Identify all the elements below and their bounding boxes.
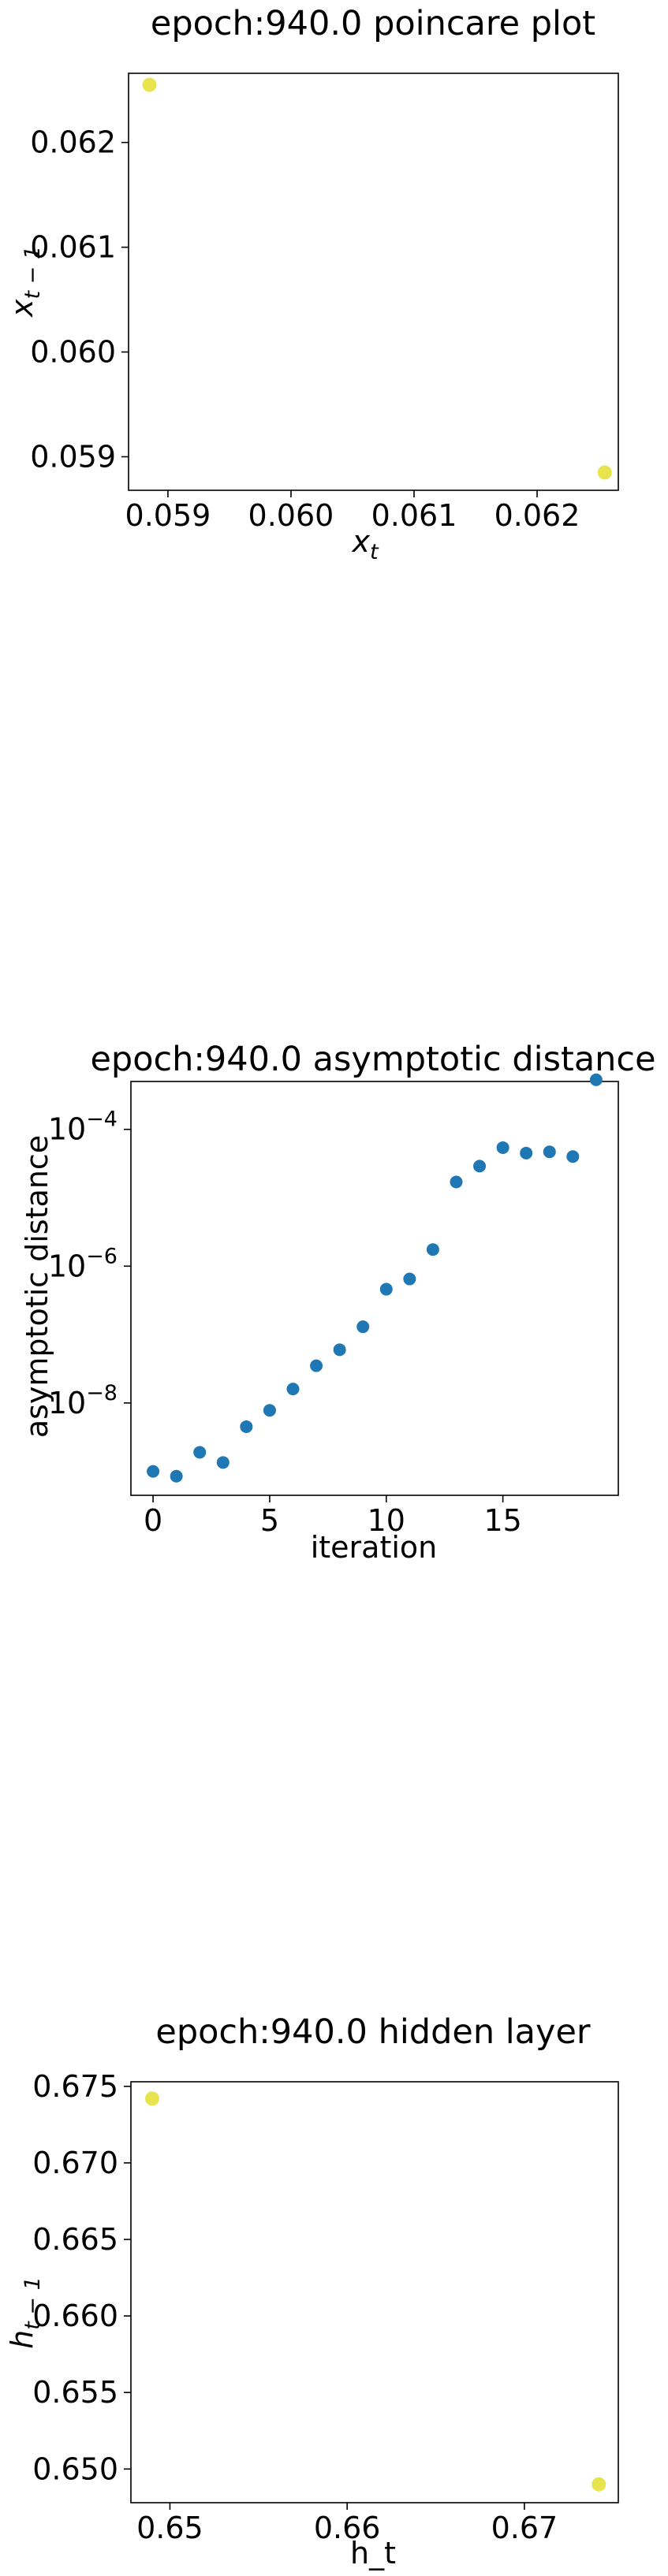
y-tick-label: 0.660	[32, 2299, 118, 2333]
y-tick-label: 0.655	[32, 2375, 118, 2410]
x-axis-ticks: 0.65 0.66 0.67	[136, 2503, 558, 2545]
x-axis-label: iteration	[311, 1530, 438, 1565]
scatter-point	[426, 1243, 439, 1256]
chart-title: epoch:940.0 asymptotic distance	[90, 1040, 655, 1079]
y-tick-label: 0.650	[32, 2451, 118, 2486]
scatter-point	[240, 1420, 253, 1433]
scatter-point	[193, 1446, 207, 1459]
scatter-point	[144, 2091, 159, 2106]
y-tick-label: 10−8	[48, 1381, 118, 1420]
scatter-point	[589, 1073, 603, 1086]
scatter-point	[496, 1141, 509, 1154]
scatter-point	[403, 1272, 416, 1286]
scatter-point	[310, 1359, 323, 1372]
x-axis-label: xt	[351, 524, 379, 564]
scatter-point	[142, 77, 157, 92]
x-tick-label: 0.67	[491, 2511, 558, 2545]
plot-frame	[128, 73, 619, 491]
scatter-point	[333, 1343, 346, 1357]
scatter-point	[543, 1145, 556, 1159]
scatter-point	[520, 1146, 533, 1160]
y-tick-label: 0.665	[32, 2222, 118, 2257]
y-tick-label: 0.059	[30, 439, 116, 474]
poincare-plot-chart: epoch:940.0 poincare plot 0.059 0.060 0.06…	[5, 4, 619, 564]
x-tick-label: 0.062	[494, 498, 580, 533]
scatter-point	[356, 1320, 370, 1334]
x-axis-ticks: 0 5 10 15	[144, 1495, 522, 1538]
x-tick-label: 0.65	[136, 2511, 203, 2545]
x-tick-label: 15	[483, 1503, 521, 1538]
x-tick-label: 0.66	[314, 2511, 381, 2545]
scatter-point	[473, 1160, 487, 1173]
plot-frame	[130, 2081, 619, 2503]
x-tick-label: 5	[260, 1503, 279, 1538]
scatter-point	[170, 1469, 183, 1483]
y-axis-ticks: 0.059 0.060 0.061 0.062	[30, 125, 129, 474]
x-tick-label: 10	[368, 1503, 405, 1538]
y-axis-ticks: 0.650 0.655 0.660 0.665 0.670 0.675	[32, 2069, 131, 2486]
scatter-points	[144, 2091, 606, 2492]
x-tick-label: 0.061	[371, 498, 457, 533]
y-axis-label: ht − 1	[5, 2276, 45, 2349]
scatter-point	[147, 1465, 160, 1478]
x-tick-label: 0.059	[125, 498, 211, 533]
y-tick-label: 10−4	[48, 1107, 118, 1147]
y-tick-label: 10−6	[48, 1244, 118, 1283]
x-axis-label: h_t	[350, 2536, 396, 2570]
x-tick-label: 0	[144, 1503, 162, 1538]
scatter-point	[450, 1175, 463, 1189]
scatter-point	[286, 1383, 300, 1396]
scatter-points	[147, 1073, 603, 1483]
plot-frame	[130, 1081, 619, 1496]
y-tick-label: 0.062	[30, 125, 116, 160]
scatter-point	[566, 1150, 580, 1163]
scatter-point	[216, 1456, 230, 1469]
chart-title: epoch:940.0 hidden layer	[155, 2012, 591, 2052]
scatter-point	[591, 2477, 606, 2492]
scatter-point	[379, 1282, 393, 1296]
chart-title: epoch:940.0 poincare plot	[151, 4, 595, 43]
x-axis-ticks: 0.059 0.060 0.061 0.062	[125, 490, 580, 533]
scatter-point	[597, 465, 612, 480]
y-axis-ticks: 10−8 10−6 10−4	[48, 1107, 131, 1420]
hidden-layer-chart: epoch:940.0 hidden layer 0.65 0.66 0.67 0.…	[5, 2012, 619, 2570]
y-tick-label: 0.060	[30, 335, 116, 370]
asymptotic-distance-chart: epoch:940.0 asymptotic distance 0 5 10 15 1…	[20, 1040, 656, 1565]
y-tick-label: 0.061	[30, 230, 116, 265]
y-tick-label: 0.675	[32, 2069, 118, 2104]
y-axis-label: xt − 1	[5, 246, 45, 318]
y-tick-label: 0.670	[32, 2146, 118, 2180]
x-tick-label: 0.060	[248, 498, 334, 533]
scatter-point	[263, 1404, 276, 1417]
y-axis-label: asymptotic distance	[20, 1135, 54, 1438]
scatter-points	[142, 77, 612, 480]
